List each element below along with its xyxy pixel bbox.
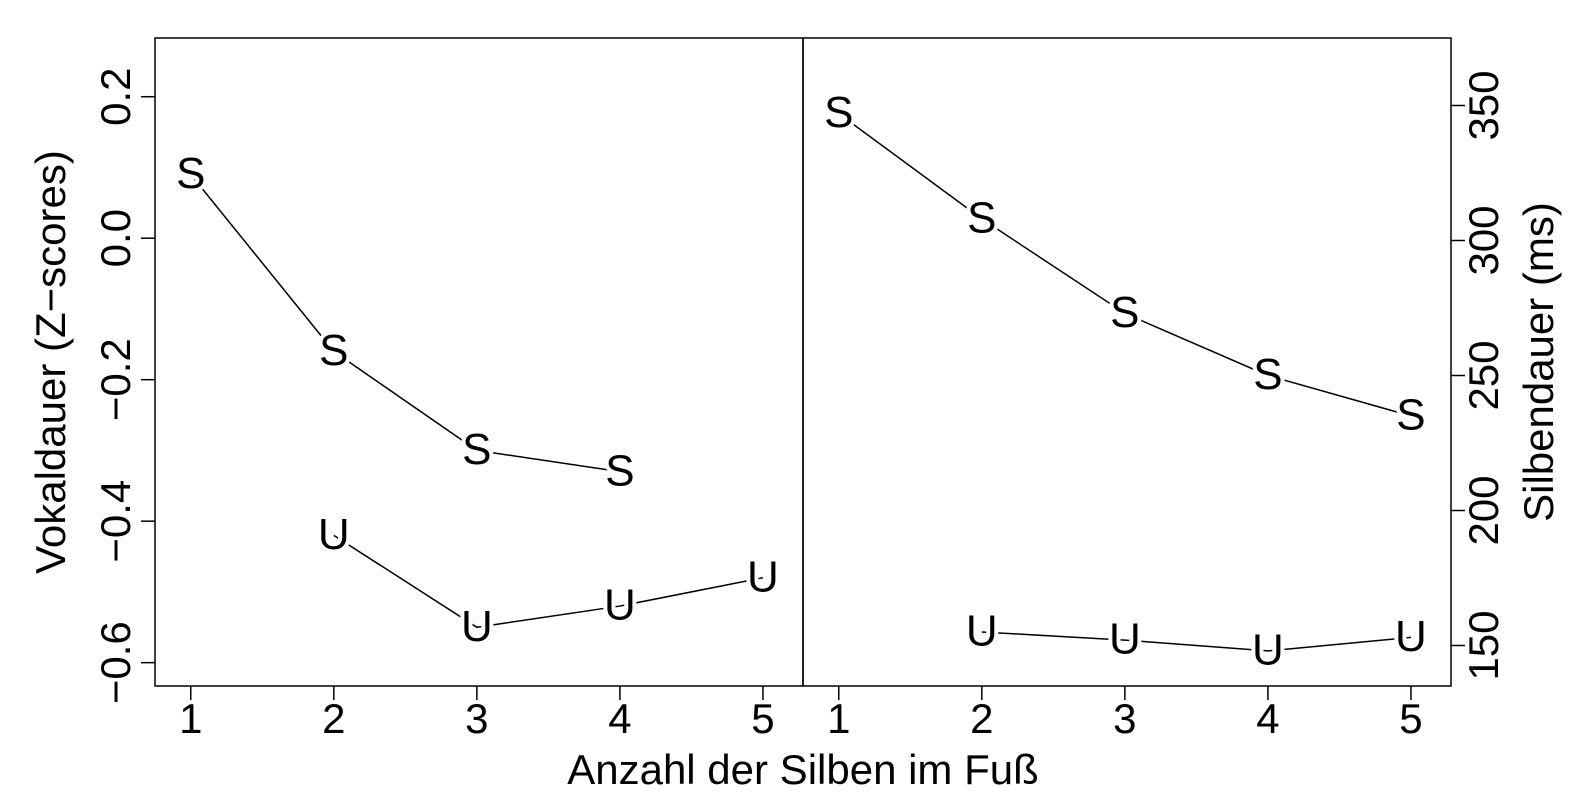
- point-marker: U: [1252, 626, 1284, 675]
- series-line: [190, 174, 621, 473]
- point-marker: S: [1253, 350, 1282, 399]
- y-tick-label: 250: [1460, 340, 1507, 410]
- x-tick-label: 2: [322, 695, 345, 742]
- point-marker: S: [1110, 288, 1139, 337]
- series-line: [838, 112, 1412, 417]
- y-tick-label: 150: [1460, 610, 1507, 680]
- x-tick-label: 5: [1399, 695, 1422, 742]
- point-marker: U: [461, 602, 493, 651]
- y-tick-label: 350: [1460, 70, 1507, 140]
- point-marker: U: [604, 581, 636, 630]
- x-tick-label: 5: [751, 695, 774, 742]
- x-tick-label: 1: [179, 695, 202, 742]
- y-tick-label: −0.6: [92, 621, 139, 704]
- point-marker: U: [318, 510, 350, 559]
- plot-frame: [802, 37, 1452, 687]
- point-marker: U: [1109, 615, 1141, 664]
- point-marker: S: [176, 149, 205, 198]
- x-tick-label: 3: [1113, 695, 1136, 742]
- point-marker: U: [966, 607, 998, 656]
- y-tick-label: −0.2: [92, 338, 139, 421]
- x-tick-label: 4: [608, 695, 631, 742]
- series-line: [981, 631, 1412, 652]
- x-tick-label: 1: [827, 695, 850, 742]
- point-marker: S: [319, 326, 348, 375]
- x-tick-label: 4: [1256, 695, 1279, 742]
- x-axis-label: Anzahl der Silben im Fuß: [567, 746, 1039, 793]
- y-axis-label: Vokaldauer (Z−scores): [27, 150, 74, 574]
- series-line: [333, 534, 764, 629]
- y-axis-label: Silbendauer (ms): [1515, 202, 1562, 522]
- point-marker: S: [824, 88, 853, 137]
- y-tick-label: −0.4: [92, 480, 139, 563]
- point-marker: S: [967, 194, 996, 243]
- x-tick-label: 3: [465, 695, 488, 742]
- y-tick-label: 200: [1460, 475, 1507, 545]
- point-marker: S: [1396, 391, 1425, 440]
- y-tick-label: 0.2: [92, 68, 139, 126]
- point-marker: U: [1395, 612, 1427, 661]
- y-tick-label: 0.0: [92, 209, 139, 267]
- y-tick-label: 300: [1460, 205, 1507, 275]
- point-marker: S: [462, 425, 491, 474]
- point-marker: S: [605, 446, 634, 495]
- x-tick-label: 2: [970, 695, 993, 742]
- point-marker: U: [747, 552, 779, 601]
